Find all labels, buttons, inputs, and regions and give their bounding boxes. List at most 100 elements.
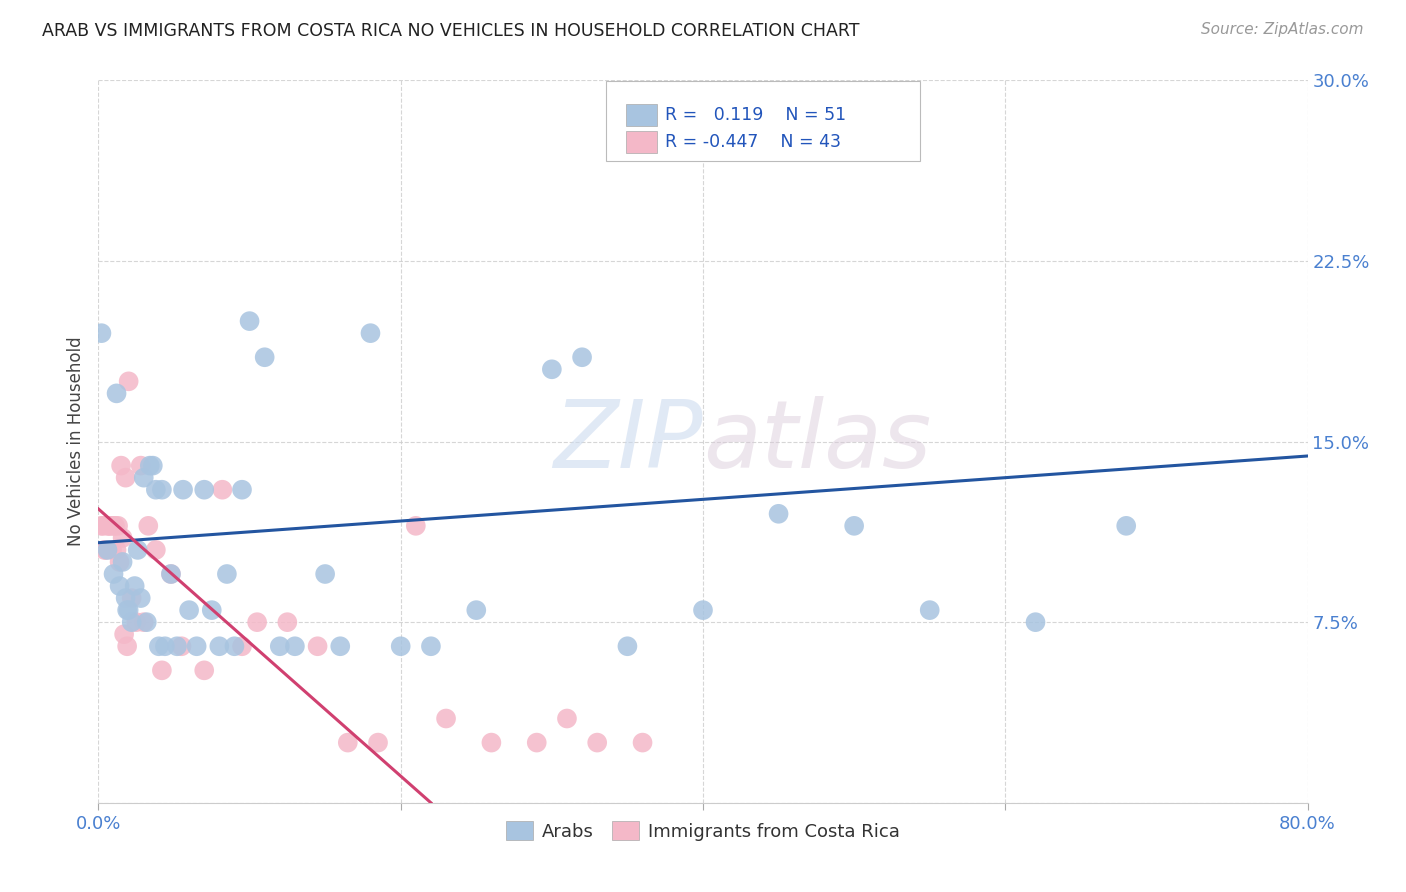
Point (125, 615, 148, 630)
Point (465, 603, 488, 617)
Text: atlas: atlas (703, 396, 931, 487)
Point (129, 458, 152, 473)
Point (124, 579, 146, 593)
Point (1115, 518, 1137, 533)
Point (571, 350, 593, 364)
Point (132, 615, 155, 630)
Point (118, 603, 141, 617)
Point (179, 603, 201, 617)
Point (276, 615, 298, 630)
Point (103, 567, 125, 582)
Point (231, 483, 253, 497)
Point (136, 518, 159, 533)
Legend: Arabs, Immigrants from Costa Rica: Arabs, Immigrants from Costa Rica (499, 814, 907, 848)
Text: R =   0.119    N = 51: R = 0.119 N = 51 (665, 106, 846, 124)
Point (631, 735, 654, 749)
Point (193, 483, 215, 497)
Text: ZIP: ZIP (554, 396, 703, 487)
Point (211, 483, 233, 497)
Point (108, 579, 131, 593)
Text: Source: ZipAtlas.com: Source: ZipAtlas.com (1201, 22, 1364, 37)
Point (360, 326, 382, 340)
Point (540, 362, 562, 376)
Point (145, 483, 167, 497)
Point (329, 639, 352, 653)
Point (150, 483, 173, 497)
Point (93, 542, 115, 557)
Point (101, 542, 124, 557)
Point (208, 639, 231, 653)
Point (284, 639, 307, 653)
Point (269, 639, 291, 653)
Point (201, 603, 224, 617)
Point (100, 518, 122, 533)
Point (129, 591, 152, 605)
Point (420, 639, 443, 653)
Point (110, 458, 132, 473)
Point (127, 542, 149, 557)
Point (103, 518, 125, 533)
Point (239, 314, 262, 328)
Point (481, 735, 503, 749)
Point (526, 735, 548, 749)
Point (405, 518, 427, 533)
Point (844, 518, 866, 533)
Point (153, 639, 176, 653)
Point (193, 664, 215, 678)
Point (112, 627, 135, 641)
Point (170, 639, 193, 653)
Point (160, 567, 183, 582)
Point (186, 639, 208, 653)
Point (555, 712, 578, 726)
Point (115, 603, 138, 617)
Point (172, 483, 194, 497)
Point (139, 458, 162, 473)
Point (96, 518, 118, 533)
Point (918, 603, 941, 617)
Point (111, 555, 134, 569)
Point (215, 567, 238, 582)
Point (94, 542, 117, 557)
Point (253, 350, 276, 364)
Point (105, 542, 128, 557)
Point (98, 518, 121, 533)
Text: ARAB VS IMMIGRANTS FROM COSTA RICA NO VEHICLES IN HOUSEHOLD CORRELATION CHART: ARAB VS IMMIGRANTS FROM COSTA RICA NO VE… (42, 22, 859, 40)
Point (145, 542, 167, 557)
Point (135, 615, 157, 630)
Point (166, 639, 188, 653)
Point (314, 567, 336, 582)
Point (118, 374, 141, 388)
Point (231, 639, 253, 653)
Point (91, 518, 114, 533)
Point (90, 326, 112, 340)
Point (246, 615, 269, 630)
Y-axis label: No Vehicles in Household: No Vehicles in Household (66, 336, 84, 547)
Point (150, 664, 173, 678)
Point (142, 458, 165, 473)
Point (307, 639, 329, 653)
Point (224, 639, 246, 653)
Point (121, 615, 143, 630)
Point (148, 639, 170, 653)
Point (160, 567, 183, 582)
Point (132, 470, 155, 484)
Point (768, 507, 790, 521)
Point (389, 639, 412, 653)
Point (434, 712, 457, 726)
Point (367, 735, 389, 749)
Point (336, 735, 359, 749)
Text: R = -0.447    N = 43: R = -0.447 N = 43 (665, 133, 841, 151)
Point (105, 386, 128, 401)
Point (692, 603, 714, 617)
Point (114, 591, 136, 605)
Point (107, 518, 129, 533)
Point (115, 639, 138, 653)
Point (108, 555, 131, 569)
Point (96, 542, 118, 557)
Point (104, 518, 127, 533)
Point (114, 470, 136, 484)
Point (121, 591, 143, 605)
Point (616, 639, 638, 653)
Point (1024, 615, 1046, 630)
Point (111, 531, 134, 545)
